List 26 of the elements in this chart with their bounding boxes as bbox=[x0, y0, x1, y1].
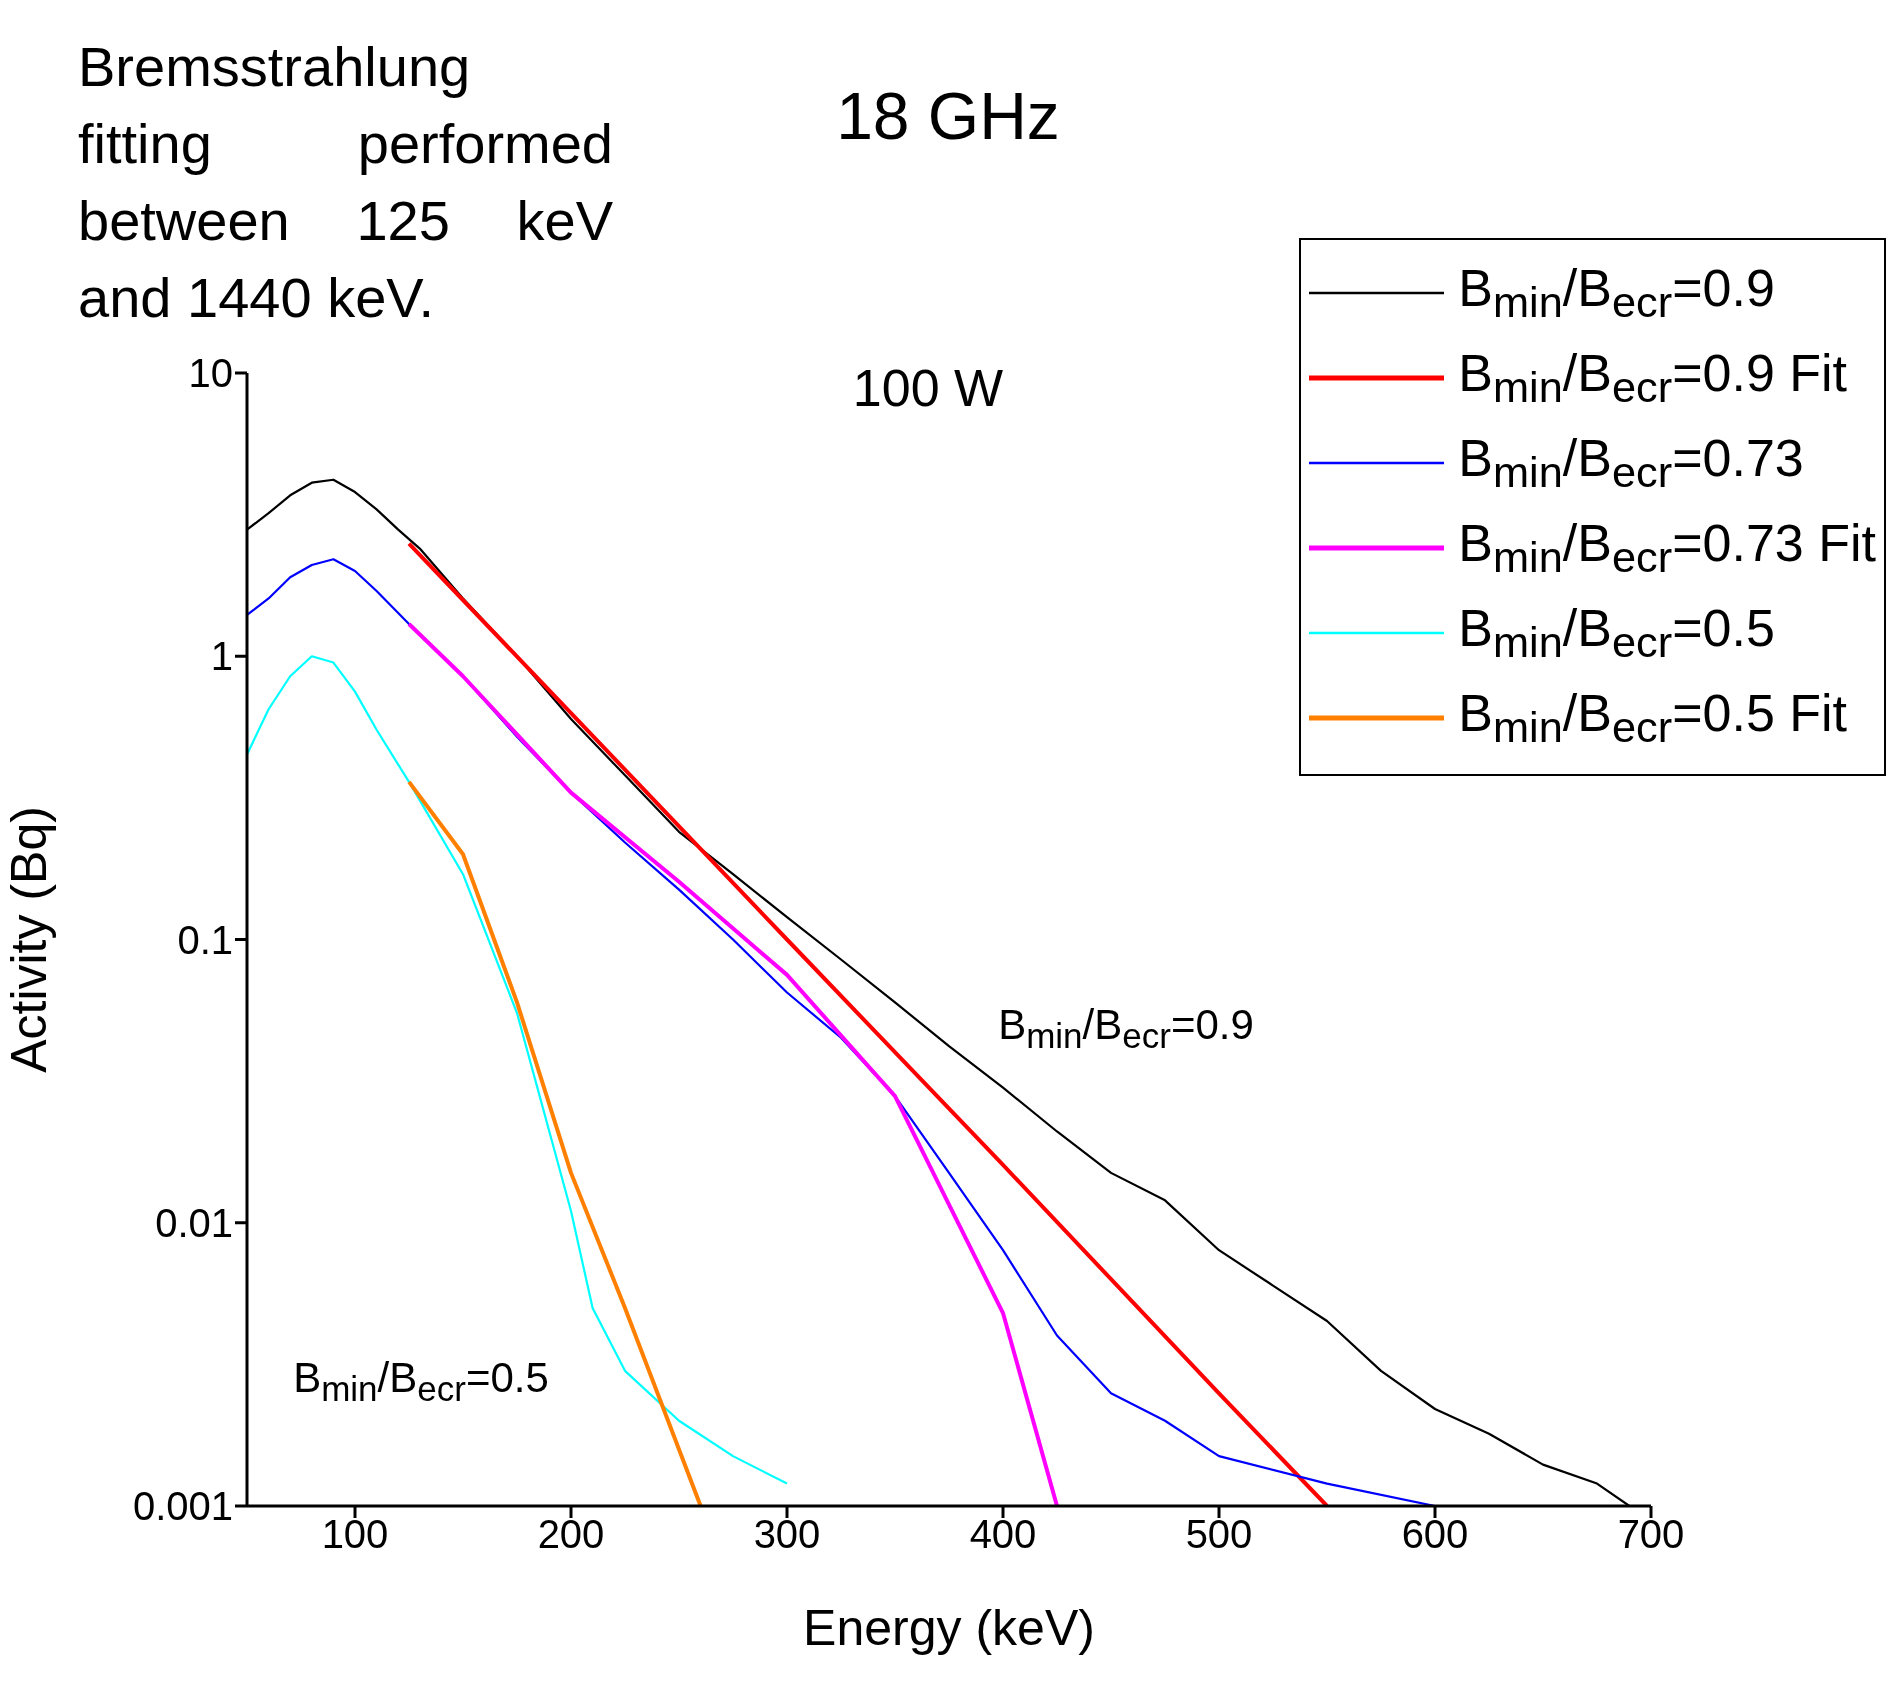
x-tick-label: 300 bbox=[753, 1512, 821, 1557]
y-tick-label: 0.01 bbox=[155, 1200, 233, 1245]
legend-label: B$_{min}$/B$_{ecr}$=0.73 bbox=[1458, 427, 1804, 498]
x-tick-label: 100 bbox=[321, 1512, 389, 1557]
legend-label: B$_{min}$/B$_{ecr}$=0.9 bbox=[1458, 257, 1775, 328]
y-tick-label: 1 bbox=[210, 634, 233, 679]
x-tick-label: 700 bbox=[1617, 1512, 1685, 1557]
legend-label: B$_{min}$/B$_{ecr}$=0.5 bbox=[1458, 597, 1775, 668]
line-series bbox=[247, 655, 789, 1485]
legend-label: B$_{min}$/B$_{ecr}$=0.5 Fit bbox=[1458, 682, 1848, 753]
y-axis-title: Activity (Bq) bbox=[0, 806, 57, 1073]
y-tick-label: 10 bbox=[188, 351, 233, 396]
x-axis-title: Energy (keV) bbox=[803, 1600, 1095, 1656]
x-tick-label: 500 bbox=[1185, 1512, 1253, 1557]
y-tick-label: 0.001 bbox=[132, 1484, 233, 1529]
x-tick-label: 400 bbox=[969, 1512, 1037, 1557]
chart-subtitle: 100 W bbox=[851, 358, 1005, 418]
y-tick-label: 0.1 bbox=[177, 917, 233, 962]
annotation: B$_{min}$/B$_{ecr}$=0.5 bbox=[292, 1354, 550, 1410]
legend-label: B$_{min}$/B$_{ecr}$=0.9 Fit bbox=[1458, 342, 1848, 413]
x-tick-label: 600 bbox=[1401, 1512, 1469, 1557]
annotation: B$_{min}$/B$_{ecr}$=0.9 bbox=[997, 1001, 1255, 1057]
x-tick-label: 200 bbox=[537, 1512, 605, 1557]
legend-label: B$_{min}$/B$_{ecr}$=0.73 Fit bbox=[1458, 512, 1876, 583]
text: Bremsstrahlung fitting performed between 125 keV and 1440 keV. bbox=[78, 34, 613, 331]
chart-title: 18 GHz bbox=[835, 78, 1061, 154]
